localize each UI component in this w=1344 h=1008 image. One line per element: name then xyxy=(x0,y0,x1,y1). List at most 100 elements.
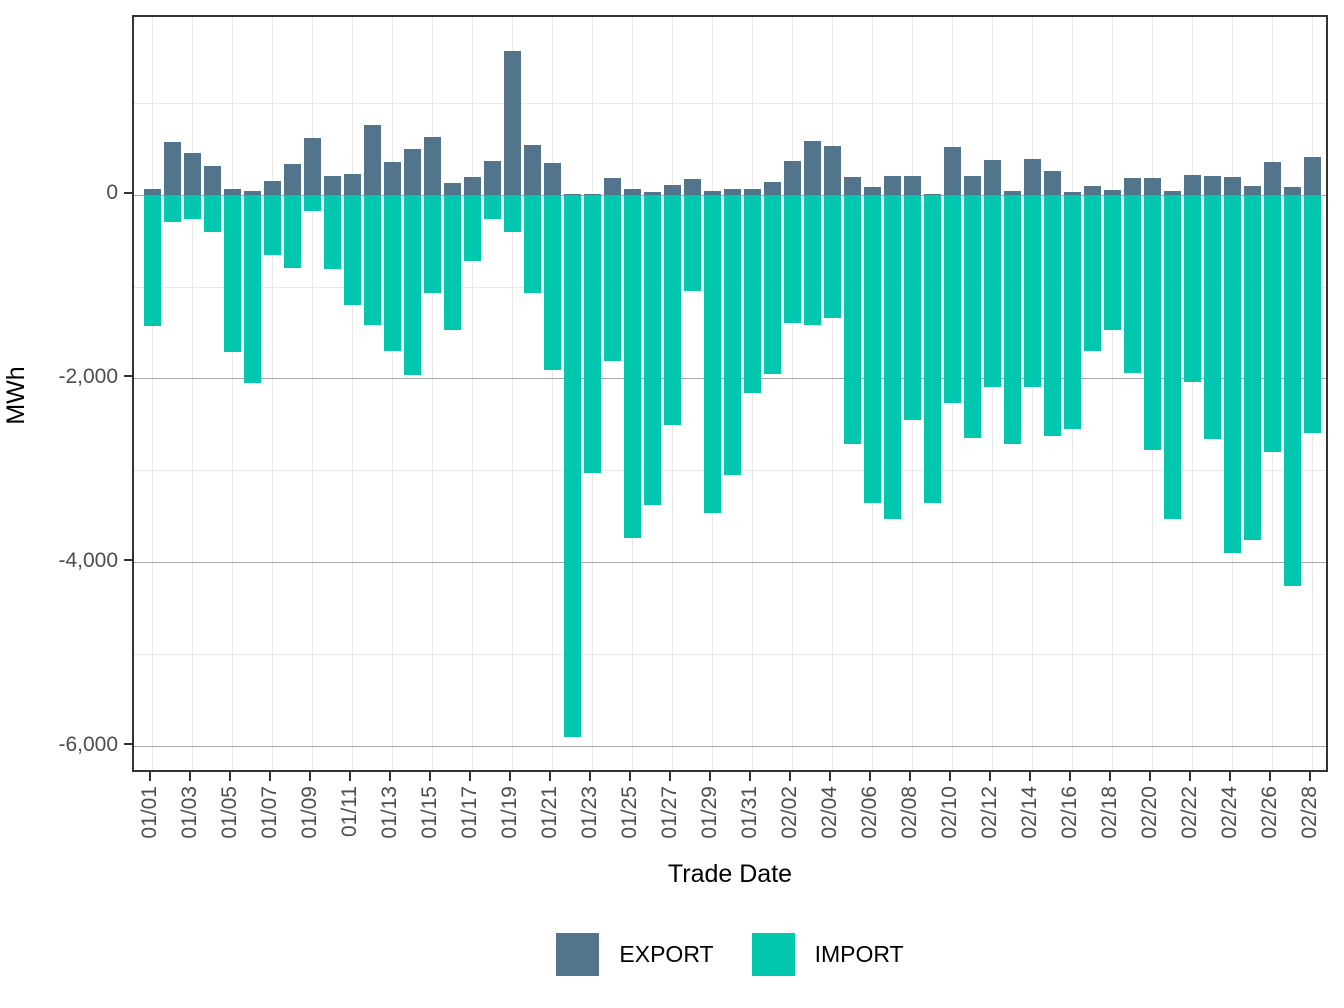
bar-import-02/11 xyxy=(963,194,981,438)
y-tick-mark xyxy=(124,743,132,746)
x-tick-label: 01/17 xyxy=(458,786,481,839)
gridline-vertical xyxy=(432,17,433,770)
x-tick-label: 01/01 xyxy=(138,786,161,839)
bar-export-01/04 xyxy=(203,165,221,195)
bar-export-01/06 xyxy=(243,191,261,195)
x-tick-label: 02/28 xyxy=(1298,786,1321,839)
bar-export-01/15 xyxy=(423,137,441,195)
bar-export-02/24 xyxy=(1223,177,1241,195)
bar-import-01/03 xyxy=(183,194,201,219)
legend-item-export: EXPORT xyxy=(556,932,714,976)
bar-import-02/26 xyxy=(1263,194,1281,452)
bar-export-01/25 xyxy=(623,189,641,195)
bar-import-01/20 xyxy=(523,194,541,294)
bar-import-02/09 xyxy=(923,194,941,503)
gridline-vertical xyxy=(552,17,553,770)
x-tick-label: 01/05 xyxy=(218,786,241,839)
gridline-vertical xyxy=(392,17,393,770)
bar-import-01/22 xyxy=(563,194,581,737)
bar-import-01/17 xyxy=(463,194,481,261)
bar-export-02/25 xyxy=(1243,185,1261,195)
bar-import-02/02 xyxy=(783,194,801,323)
legend-item-import: IMPORT xyxy=(751,932,904,976)
bar-import-01/13 xyxy=(383,194,401,351)
bar-export-02/18 xyxy=(1103,189,1121,195)
bar-export-01/29 xyxy=(703,190,721,195)
bar-import-01/04 xyxy=(203,194,221,233)
bar-export-02/14 xyxy=(1023,158,1041,195)
import-swatch-icon xyxy=(751,932,795,976)
gridline-vertical xyxy=(752,17,753,770)
bar-export-01/26 xyxy=(643,192,661,195)
x-tick-label: 02/06 xyxy=(858,786,881,839)
bar-export-01/30 xyxy=(723,188,741,195)
x-tick-mark xyxy=(1069,772,1071,781)
gridline-vertical xyxy=(1032,17,1033,770)
bar-import-01/18 xyxy=(483,194,501,220)
bar-import-02/25 xyxy=(1243,194,1261,540)
bar-import-01/27 xyxy=(663,194,681,426)
legend-import-label: IMPORT xyxy=(814,940,904,967)
bar-import-01/15 xyxy=(423,194,441,294)
bar-export-01/31 xyxy=(743,188,761,195)
export-swatch-icon xyxy=(556,932,600,976)
y-axis-title: MWh xyxy=(2,366,30,425)
bar-import-02/20 xyxy=(1143,194,1161,450)
x-tick-mark xyxy=(429,772,431,781)
bar-import-01/29 xyxy=(703,194,721,514)
x-tick-label: 01/09 xyxy=(298,786,321,839)
gridline-major xyxy=(134,746,1326,748)
bar-export-01/21 xyxy=(543,163,561,195)
gridline-vertical xyxy=(152,17,153,770)
gridline-vertical xyxy=(832,17,833,770)
bar-export-02/05 xyxy=(843,177,861,195)
x-tick-mark xyxy=(749,772,751,781)
bar-export-02/02 xyxy=(783,160,801,195)
y-tick-label: 0 xyxy=(106,181,118,205)
bar-export-02/11 xyxy=(963,175,981,195)
bar-export-01/11 xyxy=(343,173,361,195)
bar-export-01/19 xyxy=(503,51,521,195)
bar-import-01/16 xyxy=(443,194,461,330)
bar-export-02/27 xyxy=(1283,186,1301,195)
bar-import-02/13 xyxy=(1003,194,1021,445)
bar-import-01/05 xyxy=(223,194,241,352)
bar-import-01/12 xyxy=(363,194,381,325)
bar-export-01/14 xyxy=(403,148,421,195)
bar-import-02/08 xyxy=(903,194,921,421)
x-tick-mark xyxy=(389,772,391,781)
x-tick-label: 01/31 xyxy=(738,786,761,839)
x-tick-label: 02/22 xyxy=(1178,786,1201,839)
y-tick-label: -2,000 xyxy=(58,364,118,388)
bar-import-02/12 xyxy=(983,194,1001,387)
x-tick-label: 02/10 xyxy=(938,786,961,839)
bar-export-01/05 xyxy=(223,188,241,195)
x-tick-mark xyxy=(989,772,991,781)
bar-export-01/17 xyxy=(463,177,481,195)
bar-import-02/24 xyxy=(1223,194,1241,553)
x-tick-label: 02/04 xyxy=(818,786,841,839)
bar-import-02/06 xyxy=(863,194,881,504)
x-tick-label: 02/24 xyxy=(1218,786,1241,839)
legend: EXPORT IMPORT xyxy=(132,928,1328,980)
x-tick-label: 01/21 xyxy=(538,786,561,839)
bar-import-01/14 xyxy=(403,194,421,376)
x-tick-label: 02/16 xyxy=(1058,786,1081,839)
bar-export-02/01 xyxy=(763,182,781,195)
x-tick-mark xyxy=(1229,772,1231,781)
bar-import-01/31 xyxy=(743,194,761,393)
gridline-minor xyxy=(134,654,1326,656)
x-tick-mark xyxy=(349,772,351,781)
gridline-vertical xyxy=(352,17,353,770)
bar-export-02/13 xyxy=(1003,190,1021,195)
x-tick-label: 02/18 xyxy=(1098,786,1121,839)
bar-export-02/23 xyxy=(1203,175,1221,195)
x-tick-label: 01/19 xyxy=(498,786,521,839)
y-tick-mark xyxy=(124,375,132,378)
y-tick-label: -6,000 xyxy=(58,732,118,756)
bar-export-01/10 xyxy=(323,175,341,195)
bar-import-01/30 xyxy=(723,194,741,475)
bar-import-01/11 xyxy=(343,194,361,305)
bar-import-02/10 xyxy=(943,194,961,404)
gridline-vertical xyxy=(472,17,473,770)
